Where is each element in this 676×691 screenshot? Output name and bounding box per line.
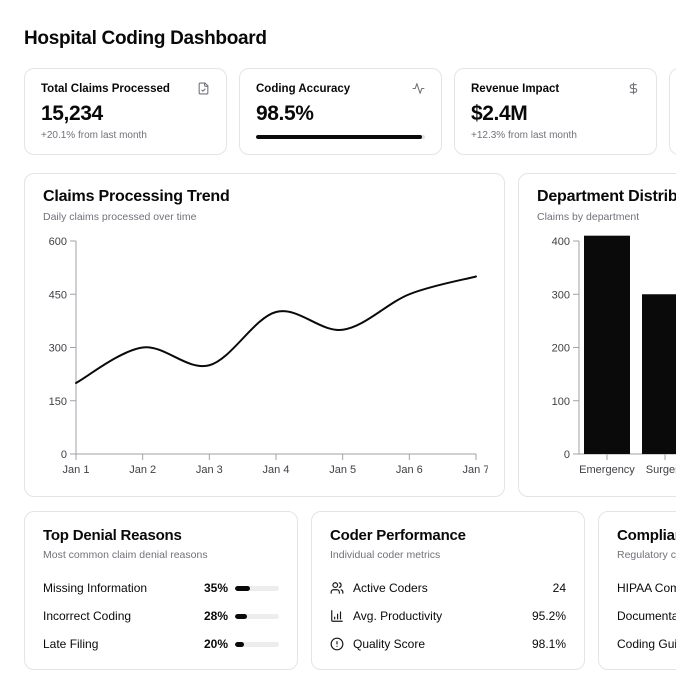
svg-text:Surgery: Surgery	[646, 464, 676, 476]
coder-rows: Active Coders 24 Avg. Productivity 95.2%…	[330, 574, 566, 658]
card-title: Top Denial Reasons	[43, 527, 182, 544]
chart-subtitle: Daily claims processed over time	[43, 211, 197, 223]
stat-subtext: +20.1% from last month	[41, 130, 147, 141]
dollar-icon	[627, 82, 640, 95]
activity-icon	[412, 82, 425, 95]
denial-percent: 20%	[203, 637, 228, 651]
metric-value: 98.1%	[531, 637, 566, 651]
denial-percent: 28%	[203, 609, 228, 623]
svg-text:Jan 3: Jan 3	[196, 464, 223, 476]
accuracy-progress-fill	[256, 135, 423, 139]
denial-label: Missing Information	[43, 581, 148, 595]
svg-text:Jan 1: Jan 1	[63, 464, 90, 476]
metric-label: Quality Score	[353, 637, 426, 651]
coder-row: Quality Score 98.1%	[330, 630, 566, 658]
metric-label: Active Coders	[353, 581, 428, 595]
card-title: Compliance	[617, 527, 676, 544]
stats-row: Total Claims Processed 15,234 +20.1% fro…	[24, 68, 676, 155]
metric-value: 24	[552, 581, 566, 595]
stat-card-header: Total Claims Processed	[41, 82, 210, 95]
page-title: Hospital Coding Dashboard	[24, 28, 267, 49]
claims-trend-card: Claims Processing Trend Daily claims pro…	[24, 173, 505, 497]
card-subtitle: Most common claim denial reasons	[43, 549, 208, 561]
coder-row: Avg. Productivity 95.2%	[330, 602, 566, 630]
denial-rows: Missing Information 35% Incorrect Coding…	[43, 574, 279, 658]
svg-text:300: 300	[552, 289, 570, 301]
card-subtitle: Regulatory compliance status	[617, 549, 676, 561]
alert-circle-icon	[330, 637, 344, 651]
denial-progress-track	[235, 613, 279, 619]
denial-percent: 35%	[203, 581, 228, 595]
denial-progress-fill	[235, 585, 251, 591]
file-check-icon	[197, 82, 210, 95]
coder-performance-card: Coder Performance Individual coder metri…	[311, 511, 585, 670]
denial-reasons-card: Top Denial Reasons Most common claim den…	[24, 511, 298, 670]
compliance-label: Documentation	[617, 609, 676, 623]
metric-label: Avg. Productivity	[353, 609, 443, 623]
compliance-row: Coding Guidelines	[617, 630, 676, 658]
compliance-label: Coding Guidelines	[617, 637, 676, 651]
compliance-row: HIPAA Compliance	[617, 574, 676, 602]
chart-subtitle: Claims by department	[537, 211, 640, 223]
compliance-label: HIPAA Compliance	[617, 581, 676, 595]
dashboard: Hospital Coding Dashboard Total Claims P…	[24, 28, 676, 670]
card-subtitle: Individual coder metrics	[330, 549, 441, 561]
denial-row: Missing Information 35%	[43, 574, 279, 602]
denial-progress-track	[235, 641, 279, 647]
denial-label: Incorrect Coding	[43, 609, 132, 623]
stat-label: Revenue Impact	[471, 82, 560, 95]
department-distribution-card: Department Distribution Claims by depart…	[518, 173, 676, 497]
chart-column-icon	[330, 609, 344, 623]
stat-subtext: +12.3% from last month	[471, 130, 577, 141]
stat-label: Coding Accuracy	[256, 82, 351, 95]
accuracy-progress-track	[256, 135, 425, 139]
svg-text:0: 0	[564, 449, 570, 461]
stat-card-partial	[669, 68, 676, 155]
claims-trend-line-chart: 0 150 300 450 600 Jan 1 Jan 2 Jan 3 Jan 4 Jan 5 Ja…	[49, 236, 488, 476]
stat-card-total-claims: Total Claims Processed 15,234 +20.1% fro…	[24, 68, 227, 155]
svg-text:Jan 4: Jan 4	[263, 464, 290, 476]
charts-row: Claims Processing Trend Daily claims pro…	[24, 173, 676, 497]
stat-value: 15,234	[41, 102, 103, 125]
stat-card-revenue-impact: Revenue Impact $2.4M +12.3% from last mo…	[454, 68, 657, 155]
svg-text:300: 300	[49, 343, 67, 355]
svg-text:Jan 7: Jan 7	[463, 464, 488, 476]
svg-text:600: 600	[49, 236, 67, 248]
svg-text:400: 400	[552, 236, 570, 248]
svg-text:150: 150	[49, 396, 67, 408]
compliance-rows: HIPAA Compliance Documentation Coding Gu…	[617, 574, 676, 658]
stat-value: $2.4M	[471, 102, 528, 125]
denial-progress-track	[235, 585, 279, 591]
denial-progress-fill	[235, 613, 248, 619]
coder-row: Active Coders 24	[330, 574, 566, 602]
denial-row: Late Filing 20%	[43, 630, 279, 658]
svg-text:Jan 2: Jan 2	[129, 464, 156, 476]
denial-progress-fill	[235, 641, 244, 647]
chart-title: Claims Processing Trend	[43, 188, 230, 205]
denial-label: Late Filing	[43, 637, 99, 651]
stat-card-header: Revenue Impact	[471, 82, 640, 95]
svg-text:200: 200	[552, 343, 570, 355]
compliance-row: Documentation	[617, 602, 676, 630]
stat-card-header: Coding Accuracy	[256, 82, 425, 95]
users-icon	[330, 581, 344, 595]
stat-value: 98.5%	[256, 102, 314, 125]
chart-title: Department Distribution	[537, 188, 676, 205]
svg-text:Jan 5: Jan 5	[329, 464, 356, 476]
card-title: Coder Performance	[330, 527, 466, 544]
svg-text:Emergency: Emergency	[579, 464, 635, 476]
metric-value: 95.2%	[531, 609, 566, 623]
svg-text:100: 100	[552, 396, 570, 408]
svg-text:450: 450	[49, 289, 67, 301]
stat-label: Total Claims Processed	[41, 82, 170, 95]
stat-card-coding-accuracy: Coding Accuracy 98.5%	[239, 68, 442, 155]
department-bar-chart: 0 100 200 300 400 Emergency Surgery	[552, 235, 676, 476]
svg-text:Jan 6: Jan 6	[396, 464, 423, 476]
svg-text:0: 0	[61, 449, 67, 461]
denial-row: Incorrect Coding 28%	[43, 602, 279, 630]
bottom-row: Top Denial Reasons Most common claim den…	[24, 511, 676, 670]
compliance-card: Compliance Regulatory compliance status …	[598, 511, 676, 670]
